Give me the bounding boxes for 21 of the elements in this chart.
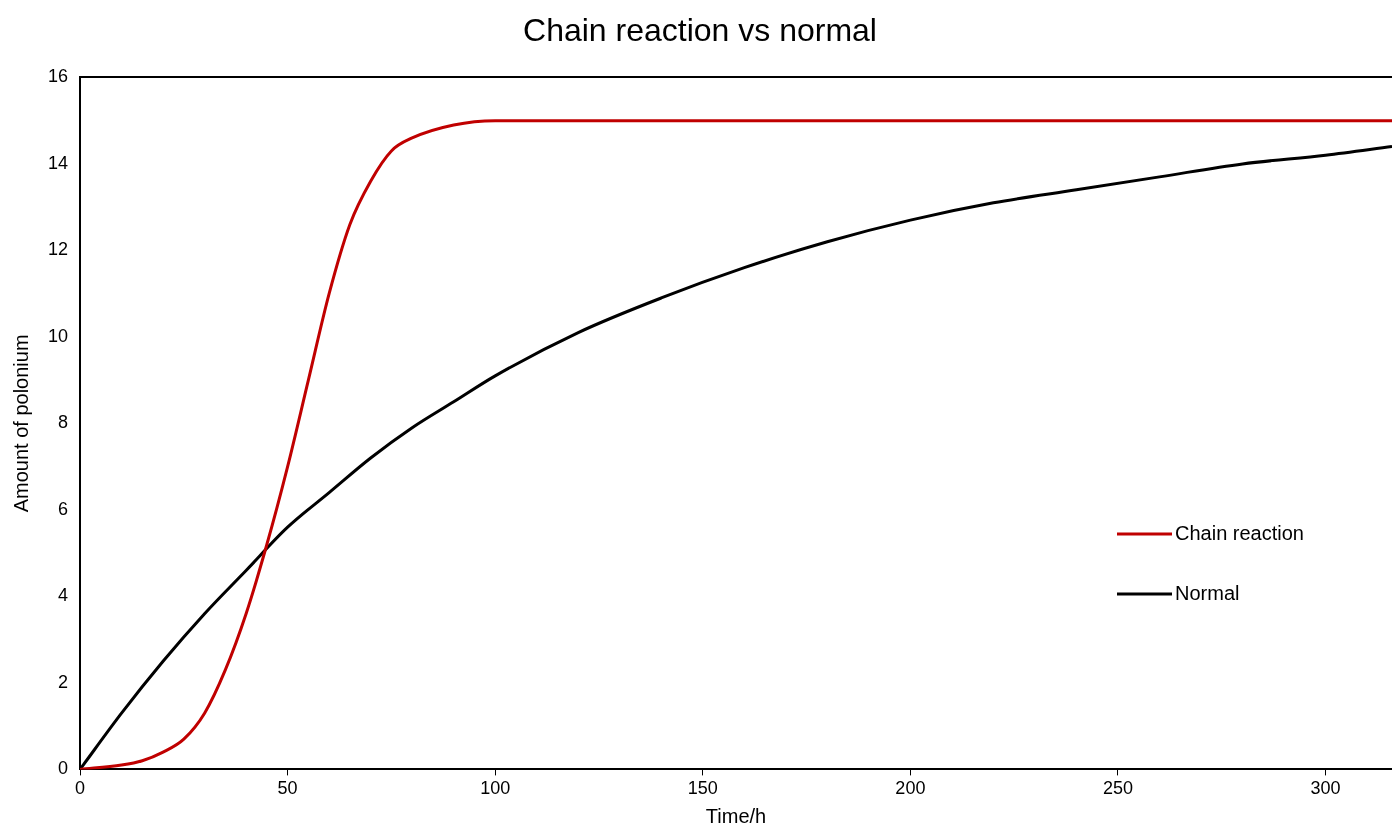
x-tick-label: 300 <box>1310 778 1341 799</box>
x-tick-label: 100 <box>480 778 511 799</box>
x-axis-title: Time/h <box>705 804 767 827</box>
y-tick-label: 8 <box>58 412 69 433</box>
legend-label: Normal <box>1175 581 1240 604</box>
y-tick-label: 16 <box>47 66 69 87</box>
y-tick-label: 10 <box>47 325 69 346</box>
chart-title: Chain reaction vs normal <box>523 12 877 49</box>
x-tick-label: 0 <box>75 778 86 799</box>
y-tick-label: 2 <box>58 671 69 692</box>
y-tick-label: 0 <box>58 758 69 779</box>
x-tick-label: 150 <box>687 778 718 799</box>
x-tick-label: 200 <box>895 778 926 799</box>
y-axis-title: Amount of polonium <box>9 334 32 513</box>
legend-label: Chain reaction <box>1175 521 1304 544</box>
y-tick-label: 12 <box>47 239 69 260</box>
y-tick-label: 14 <box>47 152 69 173</box>
x-tick-label: 250 <box>1102 778 1133 799</box>
y-tick-label: 4 <box>58 585 69 606</box>
x-tick-label: 50 <box>277 778 298 799</box>
y-tick-label: 6 <box>58 498 69 519</box>
